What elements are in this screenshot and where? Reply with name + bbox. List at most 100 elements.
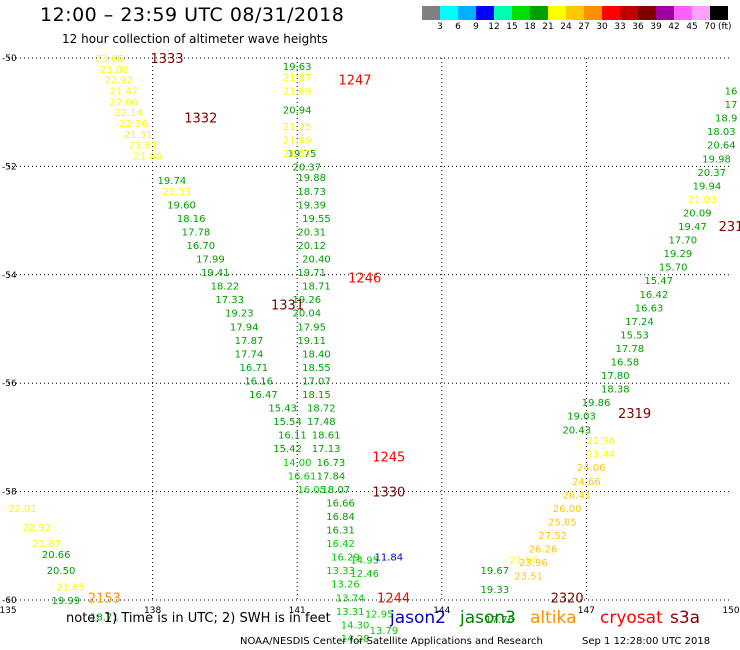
color-swatch bbox=[494, 6, 512, 20]
wave-height-value: 16.61 bbox=[288, 471, 317, 482]
x-tick-label: 138 bbox=[144, 606, 161, 616]
wave-height-value: 17.24 bbox=[625, 317, 654, 328]
wave-height-value: 16.29 bbox=[331, 553, 360, 564]
pass-number-label: 1246 bbox=[348, 272, 381, 287]
wave-height-value: 19.74 bbox=[158, 176, 187, 187]
wave-height-value: 27.52 bbox=[538, 531, 567, 542]
wave-height-value: 17.99 bbox=[196, 255, 225, 266]
pass-number-label: 1332 bbox=[184, 112, 217, 127]
wave-height-value: 17.70 bbox=[668, 236, 697, 247]
credit-time: Sep 1 12:28:00 UTC 2018 bbox=[582, 636, 711, 647]
wave-height-value: 26.26 bbox=[529, 545, 558, 556]
x-tick-label: 150 bbox=[722, 606, 739, 616]
pass-number-label: 1330 bbox=[372, 486, 405, 501]
wave-height-value: 19.33 bbox=[480, 585, 509, 596]
wave-height-value: 19.11 bbox=[297, 336, 326, 347]
color-swatch bbox=[458, 6, 476, 20]
wave-height-value: 21.86 bbox=[133, 152, 162, 163]
satellite-label-jason3: jason3 bbox=[460, 608, 516, 628]
wave-height-value: 19.88 bbox=[297, 173, 326, 184]
wave-height-value: 16.73 bbox=[317, 458, 346, 469]
wave-height-value: 15.54 bbox=[273, 417, 302, 428]
wave-height-value: 16.42 bbox=[640, 290, 669, 301]
color-scale-bar bbox=[422, 6, 728, 20]
wave-height-value: 19.99 bbox=[52, 596, 81, 607]
y-tick-label: -58 bbox=[2, 488, 17, 498]
wave-height-value: 21.03 bbox=[688, 195, 717, 206]
wave-height-value: 20.94 bbox=[283, 105, 312, 116]
x-tick-label: 144 bbox=[433, 606, 450, 616]
pass-number-label: 2153 bbox=[88, 591, 121, 606]
wave-height-value: 14.30 bbox=[341, 620, 370, 631]
wave-height-value: 20.37 bbox=[293, 162, 322, 173]
color-scale-unit: (ft) bbox=[718, 22, 732, 32]
wave-height-value: 20.66 bbox=[42, 550, 71, 561]
wave-height-value: 18.72 bbox=[307, 404, 336, 415]
wave-height-value: 16.58 bbox=[611, 358, 640, 369]
satellite-label-cryosat: cryosat bbox=[600, 608, 663, 628]
wave-height-value: 21.87 bbox=[283, 73, 312, 84]
y-tick-label: -52 bbox=[2, 162, 17, 172]
footnote: note: 1) Time is in UTC; 2) SWH is in fe… bbox=[66, 611, 331, 626]
color-swatch bbox=[440, 6, 458, 20]
wave-height-value: 21.69 bbox=[283, 87, 312, 98]
wave-height-value: 15.43 bbox=[268, 404, 297, 415]
wave-height-value: 17.74 bbox=[235, 349, 264, 360]
wave-height-value: 17.48 bbox=[307, 417, 336, 428]
wave-height-value: 16 bbox=[725, 87, 738, 98]
color-scale-label: 70 bbox=[704, 22, 716, 32]
color-swatch bbox=[584, 6, 602, 20]
color-swatch bbox=[674, 6, 692, 20]
wave-height-value: 17.84 bbox=[317, 471, 346, 482]
wave-height-value: 23.06 bbox=[100, 65, 129, 76]
y-tick-label: -56 bbox=[2, 379, 17, 389]
y-tick-label: -54 bbox=[2, 271, 17, 281]
pass-number-label: 1331 bbox=[271, 299, 304, 314]
x-tick-label: 135 bbox=[0, 606, 17, 616]
credit-text: NOAA/NESDIS Center for Satellite Applica… bbox=[240, 636, 543, 647]
wave-height-value: 26.41 bbox=[562, 490, 591, 501]
pass-number-label: 1245 bbox=[372, 450, 405, 465]
wave-height-value: 19.71 bbox=[297, 268, 326, 279]
wave-height-value: 25.85 bbox=[548, 517, 577, 528]
wave-height-value: 17.13 bbox=[312, 444, 341, 455]
wave-height-value: 21.57 bbox=[283, 149, 312, 160]
wave-height-value: 12.46 bbox=[350, 569, 379, 580]
color-scale-label: 42 bbox=[668, 22, 680, 32]
wave-height-value: 20.64 bbox=[707, 141, 736, 152]
wave-height-value: 20.37 bbox=[697, 168, 726, 179]
wave-height-value: 21.96 bbox=[587, 436, 616, 447]
wave-height-value: 17.87 bbox=[235, 336, 264, 347]
wave-height-value: 13.79 bbox=[370, 626, 399, 637]
wave-height-value: 18.16 bbox=[177, 214, 206, 225]
wave-height-value: 12.95 bbox=[365, 610, 394, 621]
wave-height-value: 11.84 bbox=[374, 553, 403, 564]
wave-height-value: 21.25 bbox=[283, 122, 312, 133]
wave-height-value: 19.67 bbox=[480, 566, 509, 577]
wave-height-value: 16.63 bbox=[635, 303, 664, 314]
wave-height-value: 16.11 bbox=[278, 431, 307, 442]
wave-height-value: 20.50 bbox=[47, 566, 76, 577]
wave-height-value: 18.40 bbox=[302, 349, 331, 360]
pass-number-label: 2319 bbox=[618, 407, 651, 422]
wave-height-value: 16.31 bbox=[326, 526, 355, 537]
color-swatch bbox=[710, 6, 728, 20]
wave-height-value: 18.73 bbox=[297, 187, 326, 198]
wave-height-value: 19.39 bbox=[297, 200, 326, 211]
wave-height-value: 20.04 bbox=[293, 309, 322, 320]
pass-number-label: 1244 bbox=[377, 591, 410, 606]
figure-subtitle: 12 hour collection of altimeter wave hei… bbox=[62, 32, 328, 46]
wave-height-value: 19.63 bbox=[283, 62, 312, 73]
satellite-label-altika: altika bbox=[530, 608, 577, 628]
wave-height-value: 24.66 bbox=[572, 477, 601, 488]
wave-height-value: 17 bbox=[725, 100, 738, 111]
wave-height-value: 18.55 bbox=[302, 363, 331, 374]
color-scale-label: 45 bbox=[686, 22, 698, 32]
wave-height-value: 23.96 bbox=[519, 558, 548, 569]
color-scale-label: 33 bbox=[614, 22, 626, 32]
wave-height-value: 16.05 bbox=[297, 485, 326, 496]
wave-height-value: 20.40 bbox=[302, 255, 331, 266]
color-scale-label: 9 bbox=[473, 22, 479, 32]
wave-height-value: 19.03 bbox=[567, 412, 596, 423]
wave-height-value: 19.41 bbox=[201, 268, 230, 279]
